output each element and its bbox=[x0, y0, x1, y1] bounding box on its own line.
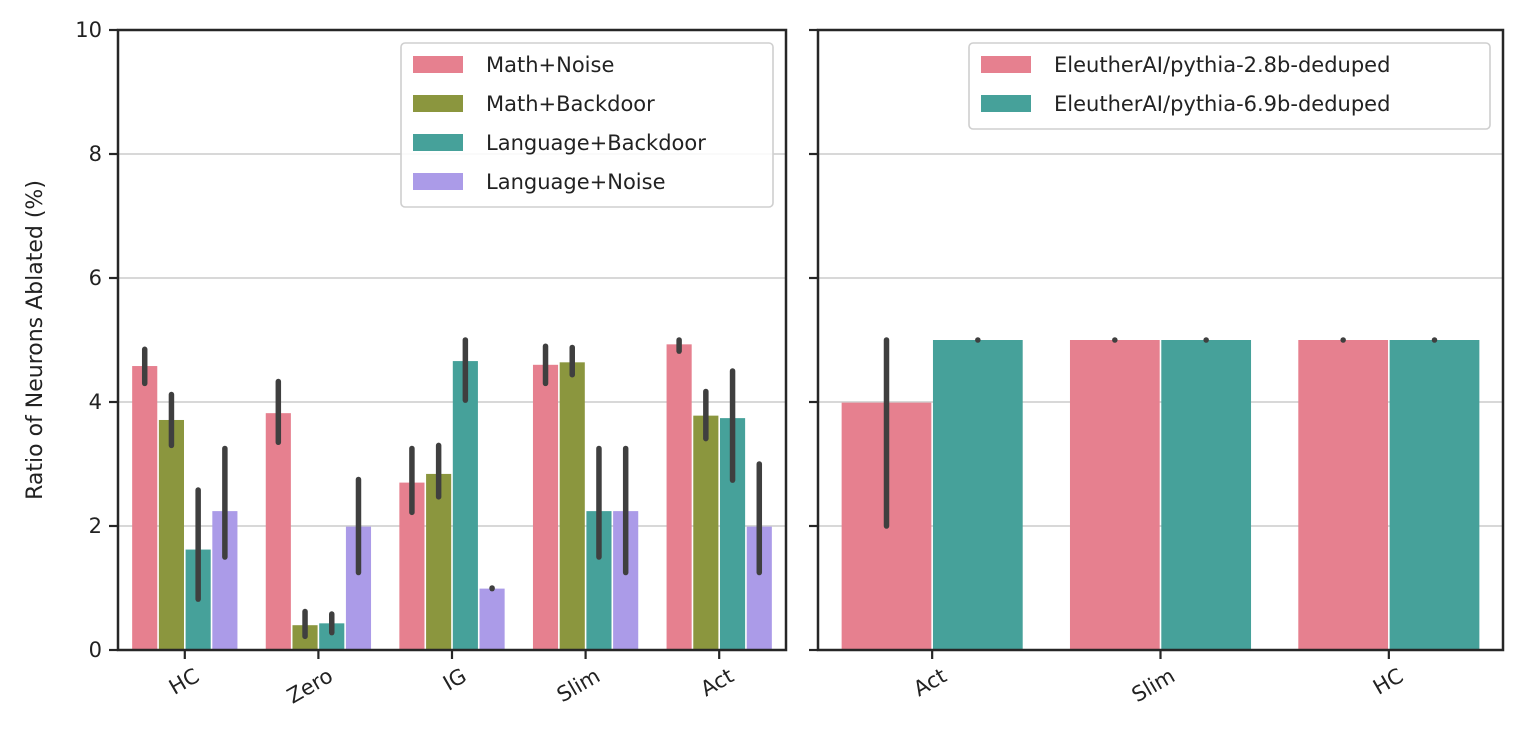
x-tick-label: Slim bbox=[1128, 664, 1179, 708]
y-tick-label: 6 bbox=[89, 266, 102, 290]
y-tick-label: 2 bbox=[89, 514, 102, 538]
legend-label: Math+Backdoor bbox=[486, 92, 655, 116]
legend-label: EleutherAI/pythia-6.9b-deduped bbox=[1054, 92, 1390, 116]
y-tick-label: 0 bbox=[89, 638, 102, 662]
bar-math-backdoor-ig bbox=[426, 473, 452, 650]
y-tick-label: 4 bbox=[89, 390, 102, 414]
x-tick-label: Act bbox=[696, 664, 737, 702]
legend-swatch bbox=[981, 56, 1031, 73]
legend-swatch bbox=[413, 134, 463, 151]
bar-math-noise-hc bbox=[132, 366, 158, 650]
bar-math-backdoor-act bbox=[693, 415, 719, 650]
bar-language-noise-ig bbox=[479, 588, 505, 650]
bar-math-noise-zero bbox=[265, 413, 291, 650]
legend-label: Math+Noise bbox=[486, 53, 614, 77]
x-tick-label: HC bbox=[1369, 664, 1407, 700]
y-axis-title: Ratio of Neurons Ablated (%) bbox=[23, 180, 48, 500]
x-tick-label: HC bbox=[165, 664, 203, 700]
legend: Math+Noise Math+Backdoor Language+Backdoor… bbox=[400, 42, 774, 208]
legend-label: EleutherAI/pythia-2.8b-deduped bbox=[1054, 53, 1390, 77]
legend-label: Language+Backdoor bbox=[486, 131, 706, 155]
legend-label: Language+Noise bbox=[486, 170, 665, 194]
bar-math-backdoor-hc bbox=[158, 419, 184, 650]
x-tick-label: IG bbox=[439, 664, 470, 696]
bar-math-noise-act bbox=[666, 344, 692, 650]
legend-box bbox=[400, 42, 774, 208]
x-tick-label: Slim bbox=[553, 664, 604, 708]
bar-math-noise-slim bbox=[532, 364, 559, 650]
legend-box bbox=[968, 42, 1491, 130]
legend-swatch bbox=[413, 95, 463, 112]
y-tick-label: 10 bbox=[75, 18, 102, 42]
bar-eleutherai-pythia-2-8b-deduped-hc bbox=[1298, 340, 1389, 650]
bar-eleutherai-pythia-6-9b-deduped-hc bbox=[1389, 340, 1480, 650]
legend-swatch bbox=[981, 95, 1031, 112]
x-tick-label: Zero bbox=[283, 664, 337, 709]
legend-swatch bbox=[413, 56, 463, 73]
x-tick-label: Act bbox=[909, 664, 950, 702]
legend: EleutherAI/pythia-2.8b-deduped EleutherAI… bbox=[968, 42, 1491, 130]
bar-eleutherai-pythia-6-9b-deduped-slim bbox=[1161, 340, 1252, 650]
bar-math-backdoor-slim bbox=[559, 362, 585, 650]
panel-1: 0 2 4 6 8 10 HC Zero IG Slim Act Math+Noise Math+Bac… bbox=[75, 18, 788, 709]
panel-2: Act Slim HCEleutherAI/pythia-2.8b-dedupedE… bbox=[809, 28, 1505, 708]
legend-swatch bbox=[413, 173, 463, 190]
bar-language-backdoor-ig bbox=[452, 361, 478, 650]
bar-eleutherai-pythia-6-9b-deduped-act bbox=[932, 340, 1023, 650]
y-tick-label: 8 bbox=[89, 142, 102, 166]
bar-eleutherai-pythia-2-8b-deduped-slim bbox=[1069, 340, 1160, 650]
